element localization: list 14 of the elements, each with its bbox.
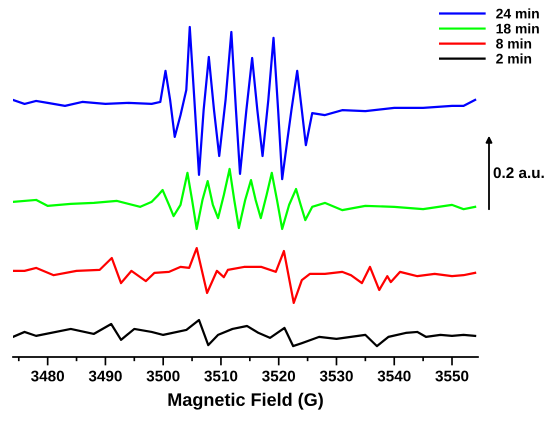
x-tick-label: 3540 (378, 370, 411, 382)
x-tick-label: 3550 (435, 370, 468, 382)
x-tick-label: 3480 (31, 370, 64, 382)
x-tick-label: 3520 (262, 370, 296, 382)
legend-label: 8 min (496, 38, 532, 49)
x-tick-label: 3490 (88, 370, 122, 382)
text: 0.2 a.u. (494, 167, 544, 178)
x-tick-label: 3500 (146, 370, 180, 382)
x-axis-title: Magnetic Field (G) (168, 392, 323, 410)
legend-label: 2 min (496, 53, 532, 64)
legend-label: 24 min (496, 8, 539, 18)
legend-label: 18 min (496, 23, 539, 34)
x-tick-label: 3510 (204, 370, 238, 382)
x-tick-label: 3530 (320, 370, 353, 382)
